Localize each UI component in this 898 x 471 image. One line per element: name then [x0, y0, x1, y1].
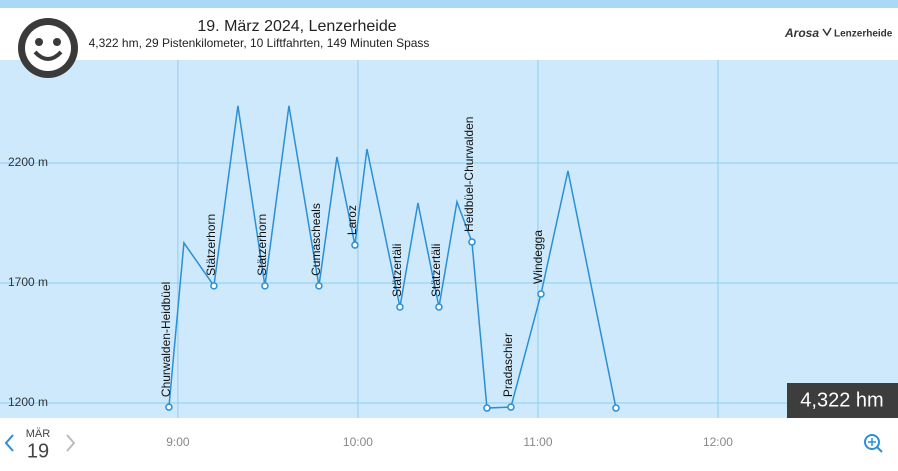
x-tick-label: 11:00 [523, 435, 552, 449]
plot: Churwalden-Heidbüel Stätzerhorn Stätzerhor… [159, 105, 620, 412]
station-marker [435, 303, 443, 311]
station-marker [483, 404, 491, 412]
y-tick-label: 1200 m [8, 395, 48, 409]
station-marker [612, 404, 620, 412]
date-month: MÄR [26, 428, 51, 440]
next-day[interactable] [66, 434, 76, 452]
station-label: Churwalden-Heidbüel [159, 282, 173, 397]
logo-lenzerheide: Lenzerheide [834, 29, 893, 40]
station-label: Stätzerhorn [204, 214, 218, 276]
station-marker [468, 238, 476, 246]
station-marker [165, 403, 173, 411]
prev-day[interactable] [4, 434, 14, 452]
station-marker [351, 241, 359, 249]
y-tick-label: 1700 m [8, 275, 48, 289]
station-marker [537, 290, 545, 298]
smiley-icon [18, 18, 78, 78]
station-marker [507, 403, 515, 411]
station-label: Stätzertäli [429, 244, 443, 297]
x-tick-label: 10:00 [343, 435, 373, 449]
station-label: Stätzerhorn [255, 214, 269, 276]
badge: 4,322 hm [800, 389, 883, 411]
badge-box [787, 383, 898, 418]
elevation-line [168, 105, 617, 409]
station-label: Cumascheals [309, 203, 323, 276]
station-marker [315, 282, 323, 290]
station-label: Windegga [531, 230, 545, 284]
x-tick-label: 12:00 [703, 435, 733, 449]
plot-background [0, 60, 898, 418]
zoom-button[interactable] [864, 434, 883, 453]
station-marker [210, 282, 218, 290]
station-marker [396, 303, 404, 311]
y-tick-label: 2200 m [8, 155, 48, 169]
subtitle: 4,322 hm, 29 Pistenkilometer, 10 Liftfah… [89, 36, 430, 50]
title: 19. März 2024, Lenzerheide [197, 18, 396, 35]
x-tick-label: 9:00 [166, 435, 190, 449]
station-label: Laroz [345, 205, 359, 235]
grid: 1200 m 1700 m 2200 m 9:00 10:00 11:00 12:00 [0, 60, 898, 449]
logo-mark [822, 27, 832, 37]
station-label: Pradaschier [501, 333, 515, 397]
date-day: 19 [27, 440, 49, 462]
station-label: Heidbüel-Churwalden [462, 117, 476, 232]
logo-arosa: Arosa [784, 26, 819, 40]
station-marker [261, 282, 269, 290]
station-label: Stätzertäli [390, 244, 404, 297]
top-bar [0, 0, 898, 8]
